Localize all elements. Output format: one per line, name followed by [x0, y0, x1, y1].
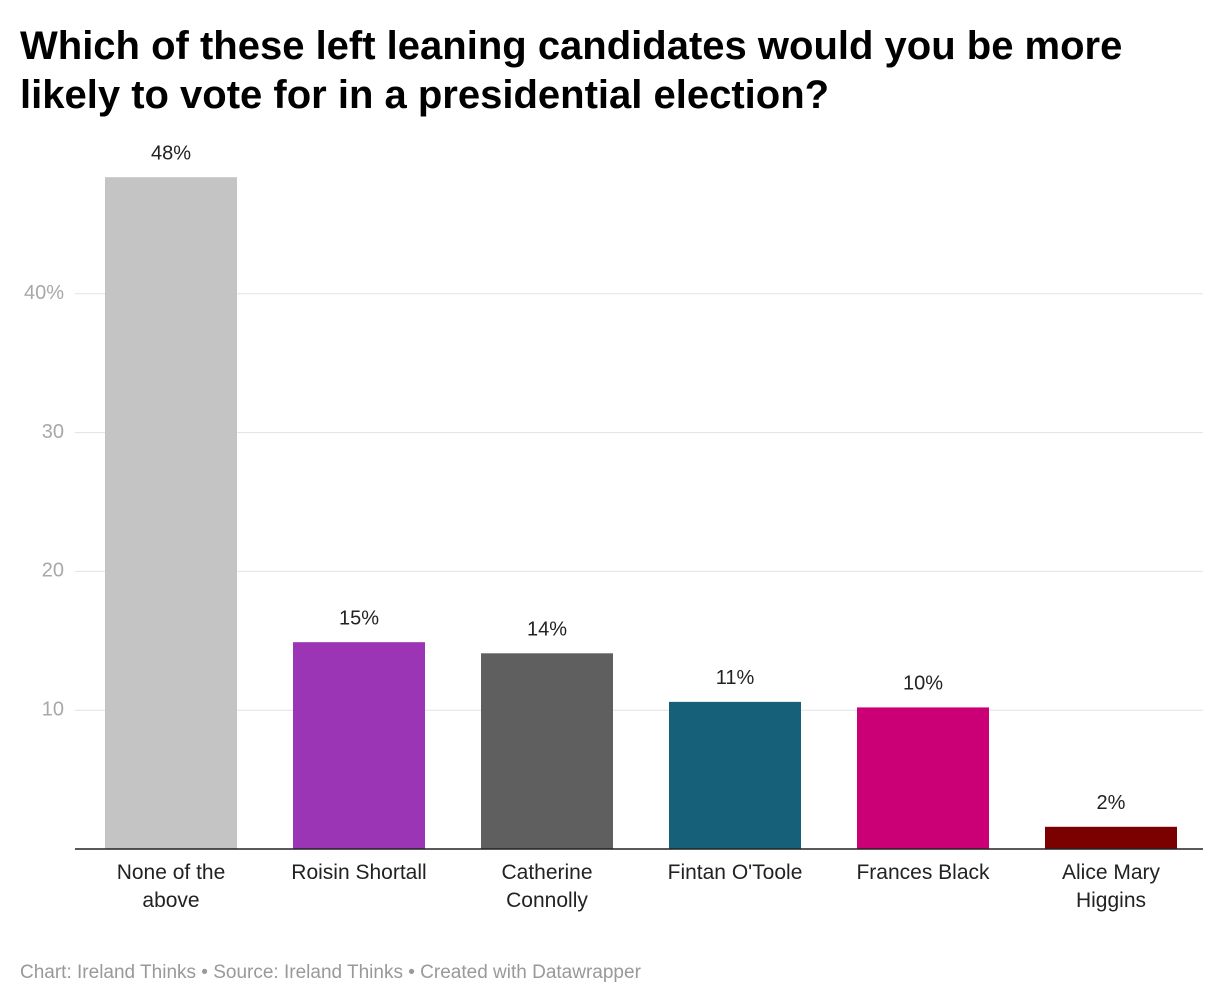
bar: [1045, 826, 1177, 849]
x-tick-label: None of the above: [116, 861, 226, 912]
x-tick-label: Roisin Shortall: [291, 861, 427, 884]
value-label: 10%: [903, 673, 943, 695]
value-label: 15%: [339, 607, 379, 629]
value-label: 14%: [527, 619, 567, 641]
x-tick-label: Frances Black: [856, 861, 990, 884]
bar: [293, 642, 425, 849]
x-tick-label: Alice Mary Higgins: [1061, 861, 1161, 912]
bar: [105, 177, 237, 849]
y-tick-label: 40%: [24, 282, 64, 304]
value-label: 48%: [151, 142, 191, 164]
y-tick-label: 30: [42, 421, 64, 443]
value-label: 2%: [1097, 792, 1126, 814]
y-tick-label: 10: [42, 698, 64, 720]
bar: [669, 701, 801, 849]
x-tick-label: Catherine Connolly: [501, 861, 593, 912]
chart-title: Which of these left leaning candidates w…: [20, 24, 1123, 117]
value-label: 11%: [716, 667, 755, 689]
bar: [481, 653, 613, 849]
y-tick-label: 20: [42, 560, 64, 582]
x-tick-label: Fintan O'Toole: [667, 861, 803, 884]
chart-footer: Chart: Ireland Thinks • Source: Ireland …: [20, 962, 641, 983]
bar: [857, 707, 989, 849]
